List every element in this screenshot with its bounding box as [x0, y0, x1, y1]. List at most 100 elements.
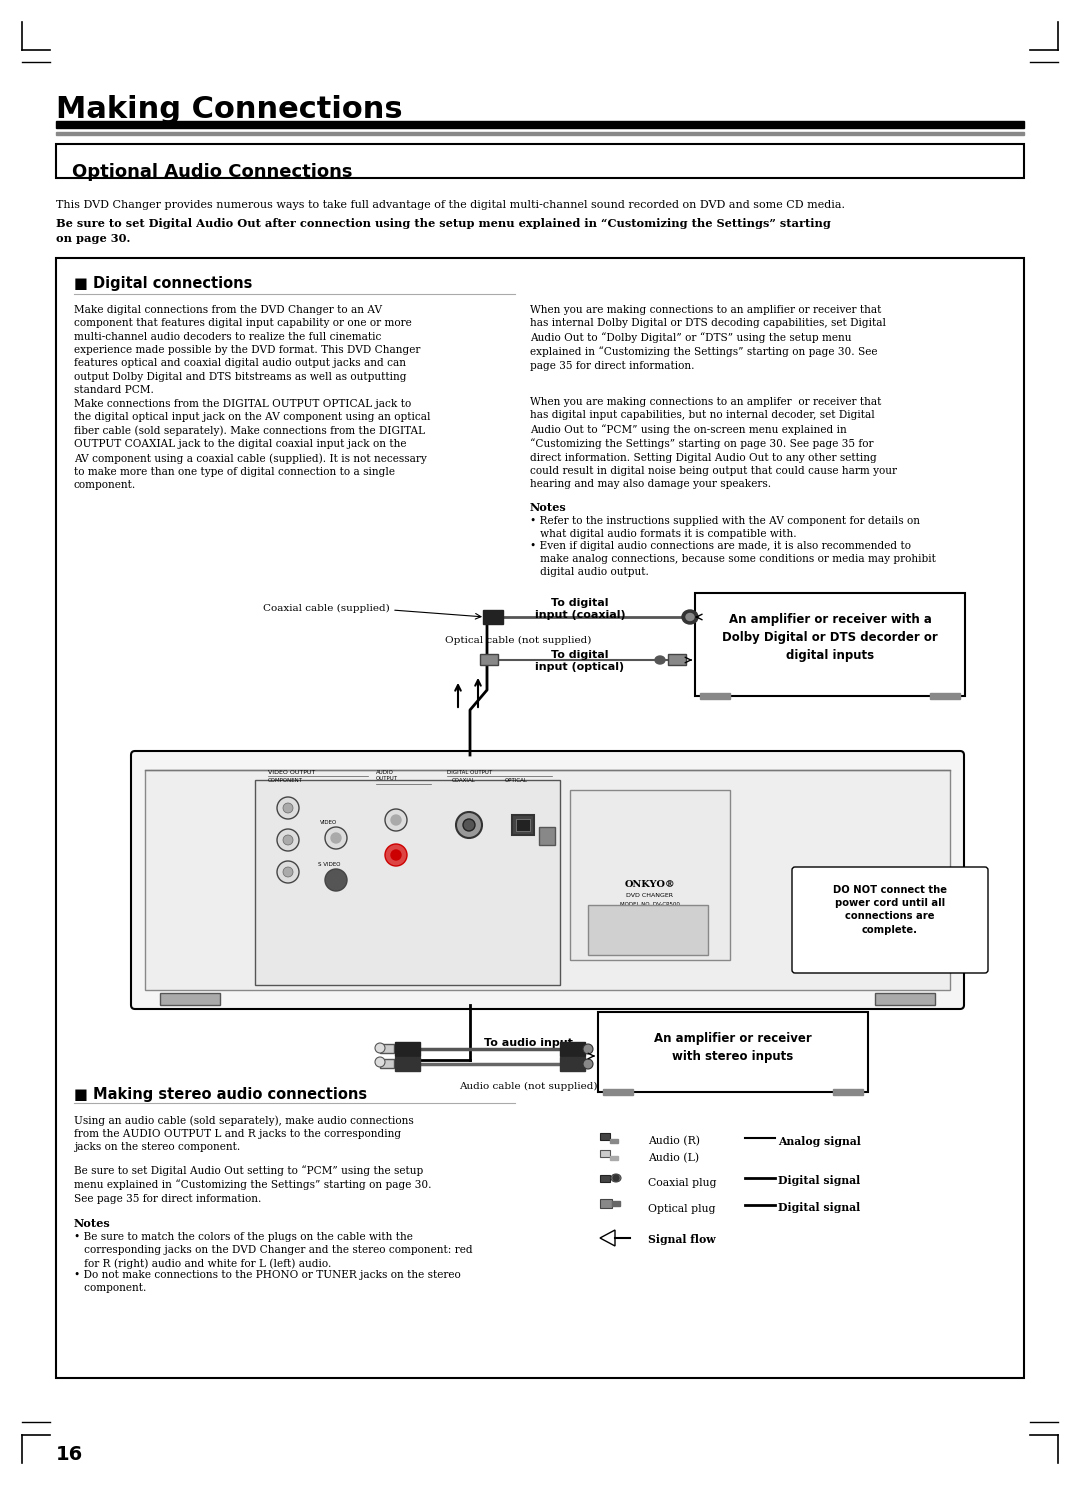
- Text: Audio cable (not supplied): Audio cable (not supplied): [459, 1083, 597, 1091]
- Bar: [539, 827, 555, 845]
- FancyBboxPatch shape: [131, 751, 964, 1008]
- Bar: [56, 132, 1024, 135]
- Text: • Even if digital audio connections are made, it is also recommended to
   make : • Even if digital audio connections are …: [530, 541, 936, 578]
- Circle shape: [391, 849, 401, 860]
- Bar: [610, 1155, 618, 1160]
- Text: Using an audio cable (sold separately), make audio connections
from the AUDIO OU: Using an audio cable (sold separately), …: [75, 1115, 414, 1152]
- Text: Audio (R): Audio (R): [648, 1136, 700, 1146]
- Text: 16: 16: [56, 1445, 83, 1464]
- Text: ■ Making stereo audio connections: ■ Making stereo audio connections: [75, 1087, 367, 1102]
- Text: AUDIO: AUDIO: [376, 771, 394, 775]
- Text: Audio (L): Audio (L): [648, 1152, 699, 1163]
- Bar: [610, 1139, 618, 1143]
- FancyBboxPatch shape: [792, 867, 988, 973]
- Bar: [696, 593, 966, 696]
- Text: OPTICAL: OPTICAL: [505, 778, 528, 783]
- Text: Be sure to set Digital Audio Out setting to “PCM” using the setup
menu explained: Be sure to set Digital Audio Out setting…: [75, 1166, 432, 1204]
- Bar: [255, 780, 561, 985]
- Bar: [700, 693, 730, 699]
- Text: Optical plug: Optical plug: [648, 1204, 715, 1215]
- Text: OUTPUT: OUTPUT: [376, 777, 399, 781]
- Text: Coaxial cable (supplied): Coaxial cable (supplied): [264, 604, 390, 613]
- Bar: [561, 1057, 585, 1071]
- Text: COAXIAL: COAXIAL: [453, 778, 476, 783]
- Circle shape: [283, 835, 293, 845]
- Bar: [600, 1198, 612, 1207]
- Circle shape: [384, 809, 407, 832]
- Bar: [380, 1044, 394, 1053]
- Text: Make digital connections from the DVD Changer to an AV
component that features d: Make digital connections from the DVD Ch…: [75, 304, 431, 490]
- Bar: [930, 693, 960, 699]
- Bar: [483, 610, 503, 624]
- Bar: [395, 1057, 420, 1071]
- Bar: [56, 120, 1024, 128]
- Bar: [833, 1089, 863, 1094]
- Bar: [600, 1175, 610, 1182]
- Bar: [516, 820, 530, 832]
- Text: Optical cable (not supplied): Optical cable (not supplied): [445, 636, 591, 644]
- Bar: [561, 1042, 585, 1056]
- Text: ONKYO®: ONKYO®: [624, 881, 675, 890]
- Text: Be sure to set Digital Audio Out after connection using the setup menu explained: Be sure to set Digital Audio Out after c…: [56, 218, 831, 244]
- Text: ■ Digital connections: ■ Digital connections: [75, 276, 253, 291]
- Circle shape: [463, 820, 475, 832]
- FancyBboxPatch shape: [831, 876, 894, 939]
- Text: COMPONENT: COMPONENT: [268, 778, 303, 783]
- Text: Notes: Notes: [530, 502, 567, 512]
- Bar: [669, 653, 686, 665]
- Text: Digital signal: Digital signal: [778, 1201, 861, 1213]
- Text: When you are making connections to an amplifier or receiver that
has internal Do: When you are making connections to an am…: [530, 304, 886, 371]
- Text: Signal flow: Signal flow: [648, 1234, 716, 1244]
- Circle shape: [391, 815, 401, 826]
- Text: DVD CHANGER: DVD CHANGER: [626, 892, 674, 898]
- Text: An amplifier or receiver with a
Dolby Digital or DTS decorder or
digital inputs: An amplifier or receiver with a Dolby Di…: [723, 613, 937, 662]
- Circle shape: [330, 833, 341, 843]
- Text: An amplifier or receiver
with stereo inputs: An amplifier or receiver with stereo inp…: [654, 1032, 812, 1063]
- Circle shape: [283, 803, 293, 812]
- Bar: [395, 1042, 420, 1056]
- Text: Optional Audio Connections: Optional Audio Connections: [72, 163, 352, 181]
- Text: • Be sure to match the colors of the plugs on the cable with the
   correspondin: • Be sure to match the colors of the plu…: [75, 1233, 473, 1270]
- Circle shape: [283, 867, 293, 878]
- Bar: [600, 1149, 610, 1157]
- Bar: [612, 1201, 620, 1206]
- Ellipse shape: [686, 613, 694, 621]
- Bar: [56, 258, 1024, 1378]
- Text: • Do not make connections to the PHONO or TUNER jacks on the stereo
   component: • Do not make connections to the PHONO o…: [75, 1270, 461, 1293]
- Polygon shape: [600, 1230, 615, 1246]
- Circle shape: [325, 869, 347, 891]
- Text: This DVD Changer provides numerous ways to take full advantage of the digital mu: This DVD Changer provides numerous ways …: [56, 200, 845, 209]
- Circle shape: [276, 829, 299, 851]
- Circle shape: [583, 1059, 593, 1069]
- Bar: [160, 993, 220, 1005]
- Text: DO NOT connect the
power cord until all
connections are
complete.: DO NOT connect the power cord until all …: [833, 885, 947, 934]
- Text: VIDEO: VIDEO: [320, 820, 337, 826]
- Text: • Refer to the instructions supplied with the AV component for details on
   wha: • Refer to the instructions supplied wit…: [530, 515, 920, 539]
- Bar: [600, 1133, 610, 1140]
- Bar: [588, 904, 708, 955]
- Circle shape: [276, 861, 299, 884]
- Text: When you are making connections to an amplifer  or receiver that
has digital inp: When you are making connections to an am…: [530, 396, 897, 490]
- Text: VIDEO OUTPUT: VIDEO OUTPUT: [268, 771, 315, 775]
- Circle shape: [375, 1042, 384, 1053]
- Circle shape: [583, 1044, 593, 1054]
- Circle shape: [325, 827, 347, 849]
- Circle shape: [375, 1057, 384, 1068]
- Text: Digital signal: Digital signal: [778, 1175, 861, 1187]
- Ellipse shape: [654, 656, 665, 664]
- Circle shape: [276, 797, 299, 820]
- Text: S VIDEO: S VIDEO: [318, 861, 340, 867]
- Bar: [875, 993, 935, 1005]
- Text: MODEL NO. DV-CP500: MODEL NO. DV-CP500: [620, 901, 680, 907]
- Bar: [603, 1089, 633, 1094]
- Ellipse shape: [681, 610, 698, 624]
- Bar: [598, 1011, 868, 1091]
- Ellipse shape: [611, 1175, 621, 1182]
- Text: To digital
input (optical): To digital input (optical): [536, 650, 624, 673]
- Text: Notes: Notes: [75, 1218, 111, 1230]
- Text: DIGITAL OUTPUT: DIGITAL OUTPUT: [447, 771, 492, 775]
- Text: Making Connections: Making Connections: [56, 95, 403, 125]
- Text: To digital
input (coaxial): To digital input (coaxial): [535, 598, 625, 621]
- Circle shape: [613, 1175, 619, 1181]
- Bar: [56, 144, 1024, 178]
